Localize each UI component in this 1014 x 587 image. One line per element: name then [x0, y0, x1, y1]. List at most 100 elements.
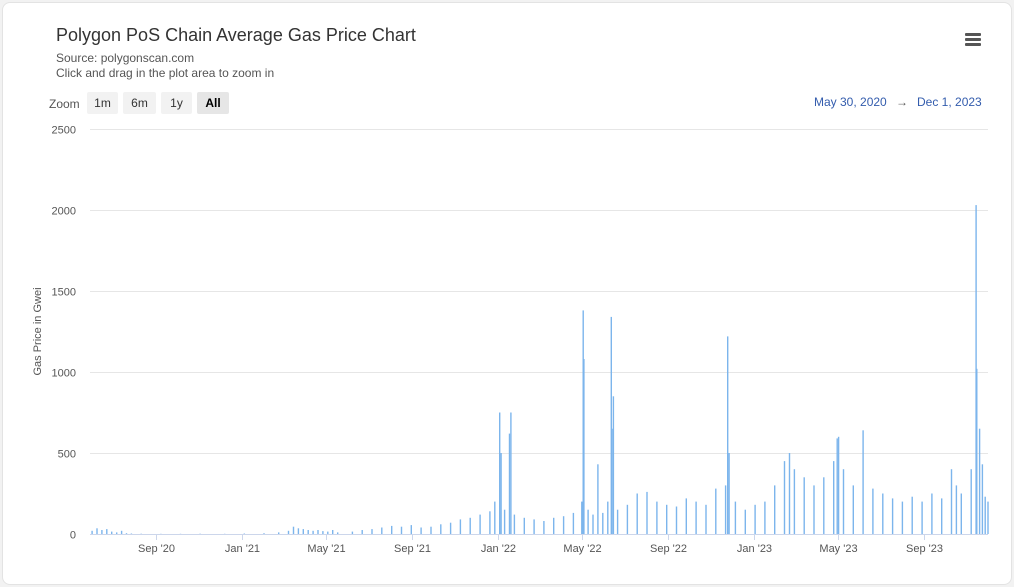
bar — [852, 485, 854, 534]
y-tick-label: 2000 — [52, 206, 76, 218]
bar — [685, 498, 687, 534]
bar — [656, 501, 658, 534]
bar — [499, 412, 501, 534]
bar — [391, 525, 393, 534]
bar — [803, 477, 805, 534]
bar — [130, 533, 133, 534]
bar — [764, 501, 766, 534]
bar — [950, 469, 953, 534]
bar — [783, 461, 786, 534]
bar — [106, 529, 108, 534]
y-tick-label: 1500 — [52, 287, 76, 299]
bar — [872, 488, 874, 534]
bar — [533, 519, 535, 534]
range-arrow: → — [896, 95, 908, 109]
bar — [597, 464, 599, 534]
bar — [292, 526, 295, 534]
x-tick-label: Jan '23 — [737, 543, 772, 555]
zoom-all-button[interactable]: All — [197, 92, 229, 114]
chart-subtitle-source: Source: polygonscan.com — [56, 51, 195, 65]
bar — [823, 477, 825, 534]
bar — [724, 485, 727, 534]
bar — [901, 501, 904, 534]
x-axis: Sep '20 Jan '21 May '21 Sep '21 Jan '22 May '… — [90, 534, 988, 555]
range-from-input[interactable]: May 30, 2020 — [814, 95, 887, 109]
bar — [793, 469, 796, 534]
x-tick-label: May '21 — [307, 543, 345, 555]
bar — [337, 532, 339, 534]
bar — [553, 517, 555, 534]
x-tick-label: Sep '23 — [906, 543, 943, 555]
bar — [610, 316, 612, 534]
y-tick-label: 1000 — [52, 368, 76, 380]
bar — [381, 527, 383, 534]
bar — [91, 530, 93, 534]
bar — [361, 530, 363, 534]
bar — [754, 504, 756, 534]
bar — [510, 412, 512, 534]
bar — [562, 516, 565, 534]
data-bars — [91, 205, 989, 534]
bar — [734, 501, 737, 534]
bar — [911, 496, 913, 534]
grid-lines — [90, 129, 988, 454]
bar — [611, 428, 613, 534]
bar — [891, 498, 894, 534]
zoom-1y-button[interactable]: 1y — [161, 92, 192, 114]
bar — [116, 532, 118, 534]
bar — [440, 524, 442, 534]
bar — [96, 528, 98, 534]
range-to-input[interactable]: Dec 1, 2023 — [917, 95, 982, 109]
y-axis-title: Gas Price in Gwei — [32, 287, 44, 375]
x-tick-label: Jan '21 — [225, 543, 260, 555]
x-tick-label: Sep '20 — [138, 543, 175, 555]
bar — [984, 496, 986, 534]
bar — [500, 453, 502, 534]
bar — [978, 428, 981, 534]
bar — [503, 509, 506, 534]
x-tick-label: May '23 — [819, 543, 857, 555]
bar — [626, 504, 629, 534]
bar — [459, 519, 462, 534]
bar — [489, 511, 491, 534]
bar — [715, 488, 717, 534]
y-axis: 0 500 1000 1500 2000 2500 — [52, 125, 76, 542]
bar — [976, 368, 978, 534]
y-tick-label: 500 — [58, 449, 76, 461]
bar — [774, 485, 776, 534]
bar — [836, 438, 838, 534]
bar — [941, 498, 943, 534]
bar — [981, 464, 984, 534]
bar — [469, 517, 471, 534]
bar — [987, 501, 989, 534]
bar — [666, 504, 668, 534]
bar — [120, 530, 123, 534]
bar — [410, 525, 412, 534]
zoom-label: Zoom — [49, 97, 80, 111]
bar — [327, 531, 329, 534]
bar — [351, 531, 354, 534]
bar — [955, 485, 958, 534]
bar — [788, 453, 791, 534]
zoom-1m-button[interactable]: 1m — [87, 92, 118, 114]
bar — [970, 469, 972, 534]
zoom-6m-button[interactable]: 6m — [123, 92, 156, 114]
bar — [543, 521, 545, 534]
bar — [882, 493, 884, 534]
bar — [842, 469, 845, 534]
bar — [263, 533, 265, 534]
bar — [833, 461, 835, 534]
bar — [312, 530, 314, 534]
bar — [371, 529, 373, 534]
bar — [449, 522, 452, 534]
bar — [960, 493, 962, 534]
bar — [479, 514, 481, 534]
bar — [307, 530, 309, 534]
bar — [675, 506, 678, 534]
hamburger-menu-icon[interactable] — [962, 28, 984, 50]
bar — [111, 531, 113, 534]
bar — [646, 491, 648, 534]
bar — [400, 526, 403, 534]
bar — [297, 528, 300, 534]
